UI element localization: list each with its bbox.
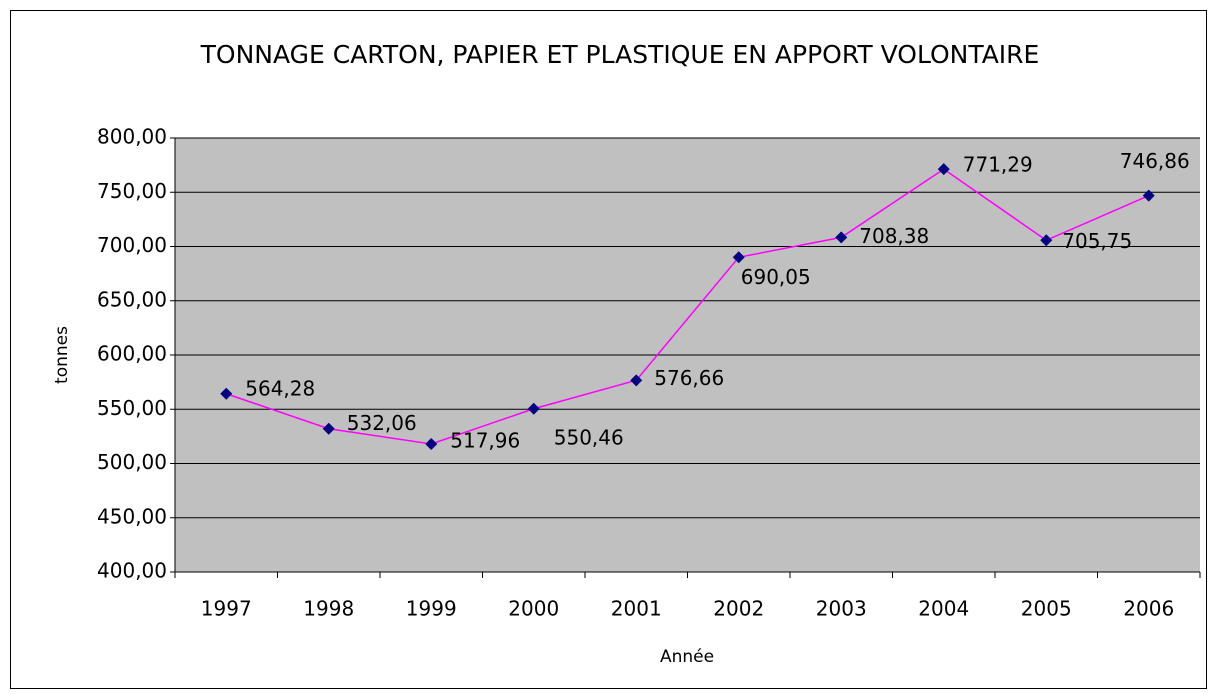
data-label: 576,66: [654, 366, 724, 390]
x-tick-label: 2001: [611, 597, 662, 621]
data-label: 708,38: [859, 224, 929, 248]
data-label: 517,96: [450, 429, 520, 453]
data-point: [937, 163, 950, 176]
data-label: 564,28: [245, 376, 315, 400]
y-tick-label: 600,00: [97, 342, 167, 366]
data-line: [226, 168, 1150, 445]
data-point: [425, 438, 438, 451]
data-label: 550,46: [554, 425, 624, 449]
x-tick-label: 2004: [918, 597, 969, 621]
y-tick-label: 750,00: [97, 179, 167, 203]
y-tick-label: 550,00: [97, 396, 167, 420]
data-label: 771,29: [963, 153, 1033, 177]
data-point: [630, 374, 643, 387]
data-label: 532,06: [347, 411, 417, 435]
x-tick-label: 2003: [816, 597, 867, 621]
x-axis-title: Année: [660, 647, 714, 667]
data-point: [527, 402, 540, 415]
data-label: 705,75: [1062, 229, 1132, 253]
data-point: [220, 387, 233, 400]
data-point: [835, 231, 848, 244]
x-tick-label: 1997: [201, 597, 252, 621]
y-tick-label: 800,00: [97, 125, 167, 149]
x-tick-label: 2000: [508, 597, 559, 621]
data-point: [322, 422, 335, 435]
y-tick-label: 450,00: [97, 504, 167, 528]
y-axis-title: tonnes: [52, 326, 72, 384]
data-label: 746,86: [1120, 149, 1190, 173]
x-tick-label: 1998: [303, 597, 354, 621]
x-tick-label: 2002: [713, 597, 764, 621]
y-tick-label: 700,00: [97, 233, 167, 257]
x-tick-label: 2006: [1123, 597, 1174, 621]
chart-title: TONNAGE CARTON, PAPIER ET PLASTIQUE EN A…: [200, 40, 1040, 69]
y-tick-label: 500,00: [97, 450, 167, 474]
data-label: 690,05: [741, 265, 811, 289]
data-point: [1142, 189, 1155, 202]
x-tick-label: 2005: [1021, 597, 1072, 621]
x-tick-label: 1999: [406, 597, 457, 621]
y-tick-label: 650,00: [97, 287, 167, 311]
y-tick-label: 400,00: [97, 559, 167, 583]
data-point: [1040, 234, 1053, 247]
data-point: [732, 251, 745, 264]
